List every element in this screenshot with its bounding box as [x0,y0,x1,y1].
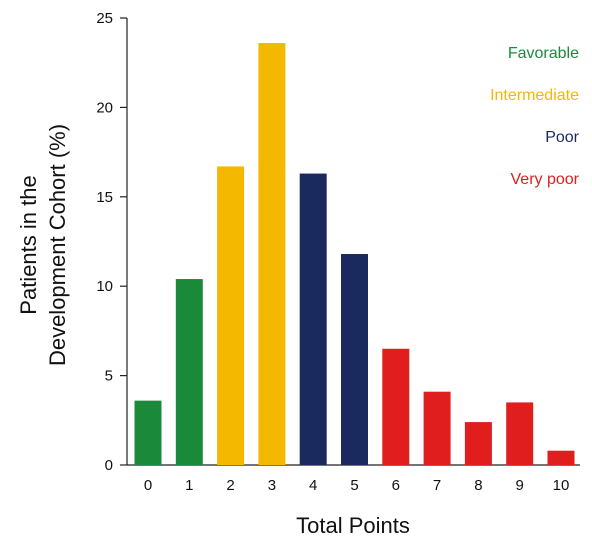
x-tick-label: 3 [268,477,276,494]
y-tick-label: 5 [105,368,113,385]
bar-9 [506,402,534,465]
bar-10 [547,450,575,465]
y-tick-label: 25 [96,10,113,27]
legend-item-intermediate: Intermediate [490,87,579,104]
y-tick-label: 0 [105,457,113,474]
bar-1 [175,279,203,465]
bar-8 [464,422,492,465]
legend-item-favorable: Favorable [508,45,579,62]
x-tick-label: 7 [433,477,441,494]
x-tick-label: 0 [144,477,152,494]
x-tick-label: 1 [185,477,193,494]
y-axis-title-line: Patients in the [16,175,41,314]
x-tick-label: 2 [226,477,234,494]
legend-item-poor: Poor [545,129,579,146]
legend-item-very-poor: Very poor [511,171,580,188]
bar-3 [258,43,286,465]
x-axis-title: Total Points [296,513,410,538]
x-tick-label: 6 [392,477,400,494]
bar-6 [382,348,410,465]
legend: Favorable Intermediate Poor Very poor [490,45,580,188]
y-tick-label: 15 [96,189,113,206]
tick-labels: 0 5 10 15 20 25 0 1 2 3 4 5 6 7 8 9 10 [96,10,569,494]
x-tick-label: 5 [350,477,358,494]
bar-7 [423,391,451,465]
y-axis-title: Patients in the Development Cohort (%) [16,124,70,366]
bar-0 [134,400,162,465]
x-tick-label: 9 [516,477,524,494]
x-tick-label: 4 [309,477,317,494]
bar-5 [341,254,368,465]
bar-4 [299,173,327,465]
y-axis-title-line: Development Cohort (%) [45,124,70,366]
x-tick-label: 10 [553,477,570,494]
x-tick-label: 8 [474,477,482,494]
bar-2 [217,166,245,466]
y-tick-label: 20 [96,99,113,116]
y-tick-label: 10 [96,278,113,295]
bars [134,43,575,466]
